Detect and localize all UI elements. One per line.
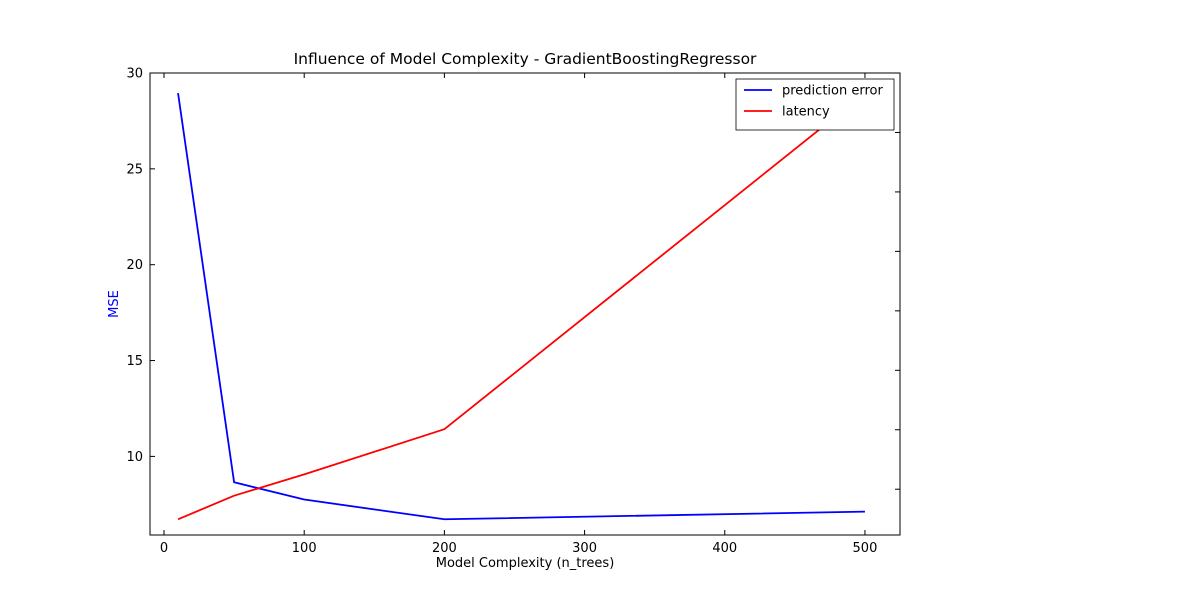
x-axis-label: Model Complexity (n_trees) [436,556,615,571]
series-lines [177,92,866,521]
y-tick-label: 10 [126,450,143,465]
x-tick-label: 400 [712,541,737,556]
x-tick-label: 300 [572,541,597,556]
y-tick-label: 15 [126,354,143,369]
x-tick-label: 0 [160,541,168,556]
legend-label: prediction error [782,84,883,99]
x-tick-label: 200 [432,541,457,556]
plot-frame [149,72,901,536]
x-tick-label: 100 [292,541,317,556]
x-tick-label: 500 [853,541,878,556]
y-tick-label: 30 [126,67,143,82]
axis-ticks: 0 100 200 300 400 500 10 15 20 25 30 [126,67,900,556]
chart-title: Influence of Model Complexity - Gradient… [294,50,757,68]
series-line-latency [177,92,866,521]
series-line-prediction-error [177,93,865,521]
y-tick-label: 20 [126,258,143,273]
legend-label: latency [782,105,830,120]
legend-box [735,78,895,131]
y-tick-label: 25 [126,162,143,177]
legend: prediction error latency [735,78,895,131]
y-axis-label: MSE [107,290,122,318]
